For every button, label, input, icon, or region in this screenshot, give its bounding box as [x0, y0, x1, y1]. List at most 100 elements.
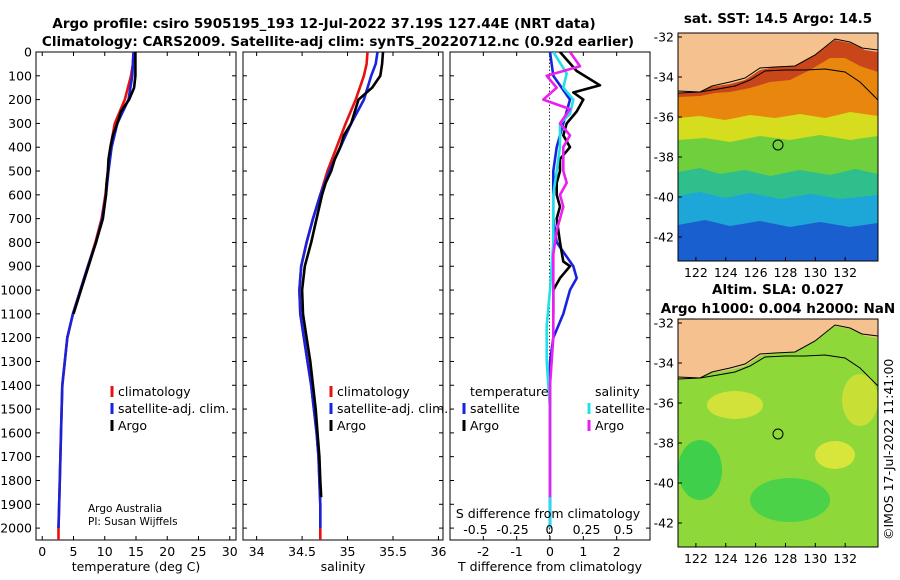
legend-title-temperature: temperature	[470, 384, 549, 399]
temperature-diff-legend: temperature satellite Argo	[462, 384, 549, 433]
depth-tick-label: 1200	[0, 330, 32, 345]
temperature-x-ticks: 0 5 10 15 20 25 30	[38, 52, 238, 559]
sla-map-image	[678, 319, 878, 547]
x-tick-label: 0	[546, 544, 554, 559]
legend-label-climatology: climatology	[118, 384, 191, 399]
x-tick-label: 10	[97, 544, 113, 559]
lat-tick-label: -40	[654, 190, 674, 205]
depth-tick-label: 1900	[0, 497, 32, 512]
x-tick-label: 0	[38, 544, 46, 559]
depth-tick-label: 0	[24, 45, 32, 60]
x-tick-label: 5	[70, 544, 78, 559]
x-tick-label: 15	[128, 544, 144, 559]
annotation-pi: PI: Susan Wijffels	[88, 516, 178, 528]
lat-tick-label: -38	[654, 150, 674, 165]
series-line-t-satellite	[548, 52, 579, 529]
salinity-difference-ticks: -0.5 -0.25 0 0.25 0.5	[463, 522, 633, 537]
salinity-series	[298, 52, 385, 540]
sla-map-panel: Altim. SLA: 0.027 Argo h1000: 0.004 h200…	[654, 282, 896, 566]
legend-label-t-argo: Argo	[470, 418, 499, 433]
sla-map-lat-ticks: -32 -34 -36 -38 -40 -42	[654, 316, 682, 531]
sst-map-panel: sat. SST: 14.5 Argo: 14.5 122 124 126 128 13…	[654, 11, 879, 280]
legend-label-climatology: climatology	[337, 384, 410, 399]
salinity-x-ticks: 34 34.5 35 35.5 36	[249, 52, 446, 559]
s-diff-tick-label: 0.5	[614, 522, 634, 537]
s-diff-tick-label: 0	[546, 522, 554, 537]
sst-map-frame	[677, 32, 879, 262]
lat-tick-label: -42	[654, 516, 674, 531]
lon-tick-label: 124	[714, 265, 738, 280]
x-tick-label: -2	[477, 544, 489, 559]
x-tick-label: -1	[510, 544, 522, 559]
lon-tick-label: 124	[714, 551, 738, 566]
sla-map-lon-ticks: 122 124 126 128 130 132	[684, 543, 857, 566]
lat-tick-label: -34	[654, 70, 674, 85]
lat-tick-label: -34	[654, 356, 674, 371]
depth-tick-label: 300	[8, 116, 32, 131]
lat-tick-label: -36	[654, 110, 674, 125]
depth-axis-ticks: 0 100 200 300 400 500 600 700 800 900 1000 1100 1200…	[0, 45, 236, 536]
depth-tick-label: 1800	[0, 473, 32, 488]
shelf-contour	[678, 68, 878, 101]
salinity-xlabel: salinity	[321, 559, 366, 574]
sla-field	[678, 326, 878, 547]
depth-tick-label: 100	[8, 68, 32, 83]
depth-tick-label: 500	[8, 164, 32, 179]
depth-tick-label: 1300	[0, 354, 32, 369]
temperature-panel: 0100200300400500600700800900100011001200…	[0, 45, 238, 575]
x-tick-label: 34.5	[288, 544, 316, 559]
legend-label-satellite: satellite-adj. clim.	[118, 401, 229, 416]
annotation-argo-australia: Argo Australia	[88, 503, 162, 515]
salinity-diff-legend: salinity satellite Argo	[587, 384, 645, 433]
depth-tick-label: 1000	[0, 283, 32, 298]
temperature-legend: climatology satellite-adj. clim. Argo	[110, 384, 229, 433]
legend-title-salinity: salinity	[595, 384, 640, 399]
sla-high-patch	[842, 374, 878, 426]
difference-series	[541, 52, 602, 529]
x-tick-label: 35	[340, 544, 356, 559]
salinity-panel: 34 34.5 35 35.5 36 salinity climatology sate…	[242, 51, 448, 574]
s-diff-tick-label: -0.25	[496, 522, 528, 537]
coastline	[678, 324, 878, 379]
lat-tick-label: -32	[654, 30, 674, 45]
depth-tick-label: 1600	[0, 425, 32, 440]
depth-tick-label: 1400	[0, 378, 32, 393]
depth-tick-label: 200	[8, 92, 32, 107]
shelf-contour	[678, 354, 878, 387]
lon-tick-label: 132	[833, 265, 857, 280]
difference-x-ticks: -2 -1 0 1 2	[477, 52, 621, 559]
sst-map-image	[678, 33, 878, 261]
salinity-axes	[242, 51, 444, 541]
imos-credit: ©IMOS 17-Jul-2022 11:41:00	[881, 359, 896, 540]
series-line-s-argo	[541, 52, 582, 498]
temperature-axes	[35, 51, 237, 541]
x-tick-label: 35.5	[379, 544, 407, 559]
figure-title-line2: Climatology: CARS2009. Satellite-adj cli…	[42, 34, 634, 50]
depth-tick-label: 1700	[0, 449, 32, 464]
sla-map-subtitle: Argo h1000: 0.004 h2000: NaN	[661, 301, 895, 317]
difference-panel: -2 -1 0 1 2 -0.5 -0.25 0 0.25 0.5 S difference f…	[449, 51, 651, 574]
x-tick-label: 30	[222, 544, 238, 559]
salinity-legend: climatology satellite-adj. clim. Argo	[329, 384, 448, 433]
lon-tick-label: 128	[774, 551, 798, 566]
x-tick-label: 34	[249, 544, 265, 559]
x-tick-label: 20	[159, 544, 175, 559]
sla-map-frame	[677, 318, 879, 548]
lat-tick-label: -36	[654, 396, 674, 411]
depth-tick-label: 700	[8, 211, 32, 226]
series-line-climatology	[298, 52, 369, 540]
lat-tick-label: -42	[654, 230, 674, 245]
sst-blue-zone	[678, 220, 878, 261]
temperature-xlabel: temperature (deg C)	[72, 559, 201, 574]
depth-tick-label: 900	[8, 259, 32, 274]
lon-tick-label: 126	[744, 265, 768, 280]
sst-map-lon-ticks: 122 124 126 128 130 132	[684, 257, 857, 280]
depth-tick-label: 1500	[0, 402, 32, 417]
lon-tick-label: 132	[833, 551, 857, 566]
t-difference-xlabel: T difference from climatology	[457, 559, 643, 574]
legend-label-argo: Argo	[118, 418, 147, 433]
sla-high-patch	[815, 441, 855, 469]
figure-title-line1: Argo profile: csiro 5905195_193 12-Jul-2…	[52, 16, 595, 32]
series-line-t-argo	[551, 52, 602, 314]
